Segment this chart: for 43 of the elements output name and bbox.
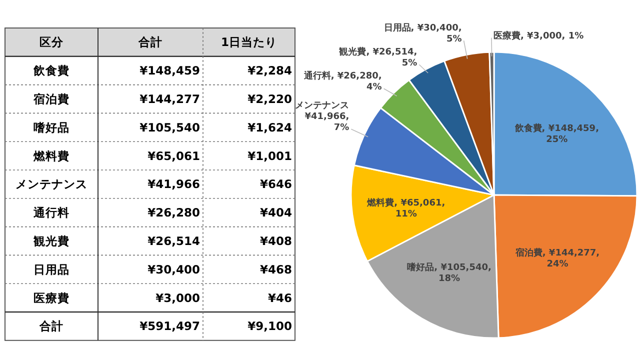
category-label: 飲食費 — [32, 64, 70, 78]
text: 合計 — [138, 35, 162, 50]
category-label: メンテナンス — [16, 177, 88, 192]
data-label: ¥46 — [268, 290, 292, 305]
text: 区分 — [40, 35, 64, 50]
slice-label: 飲食費, ¥148,459, 25% — [514, 123, 600, 146]
data-label: ¥144,277 — [140, 92, 200, 106]
slice-label: 嗜好品, ¥105,540, 18% — [407, 262, 492, 284]
data-label: ¥404 — [260, 206, 292, 220]
data-label: ¥26,514 — [148, 234, 200, 248]
data-label: ¥9,100 — [248, 319, 292, 334]
slice-label: メンテナンス — [295, 101, 350, 112]
data-label: ¥41,966, 7% — [304, 112, 350, 134]
slice-label: 通行料, ¥26,280, 4% — [302, 70, 382, 93]
data-label: ¥2,284 — [248, 64, 292, 78]
data-label: ¥41,966 — [148, 177, 200, 192]
category-label: 医療費 — [34, 290, 70, 305]
category-label: 観光費 — [32, 234, 70, 248]
data-label: ¥646 — [260, 177, 292, 192]
category-label: 合計 — [38, 319, 64, 334]
data-label: ¥1,624 — [248, 120, 292, 134]
slice-label: 燃料費, ¥65,061, 11% — [366, 198, 446, 220]
data-label: ¥105,540 — [140, 120, 200, 134]
data-label: ¥3,000 — [156, 290, 200, 305]
slice-label: 医療費, ¥3,000, 1% — [493, 30, 584, 42]
data-label: ¥408 — [260, 234, 292, 248]
category-label: 通行料 — [32, 206, 70, 220]
data-label: ¥1,001 — [248, 148, 292, 163]
category-label: 日用品 — [34, 262, 70, 276]
data-label: ¥591,497 — [140, 319, 200, 334]
slice-label: 宿泊費, ¥144,277, 24% — [514, 247, 600, 270]
slice-label: 日用品, ¥30,400, 5% — [384, 22, 462, 45]
data-label: ¥26,280 — [148, 206, 200, 220]
category-label: 宿泊費 — [32, 92, 70, 106]
category-label: 嗜好品 — [34, 120, 70, 134]
data-label: ¥468 — [260, 262, 292, 276]
data-label: ¥30,400 — [148, 262, 200, 276]
data-label: ¥148,459 — [140, 64, 200, 78]
text: 1日当たり — [220, 35, 278, 50]
data-label: ¥65,061 — [148, 148, 200, 163]
category-label: 燃料費 — [32, 148, 70, 163]
data-label: ¥2,220 — [248, 92, 292, 106]
slice-label: 観光費, ¥26,514, 5% — [338, 46, 418, 69]
